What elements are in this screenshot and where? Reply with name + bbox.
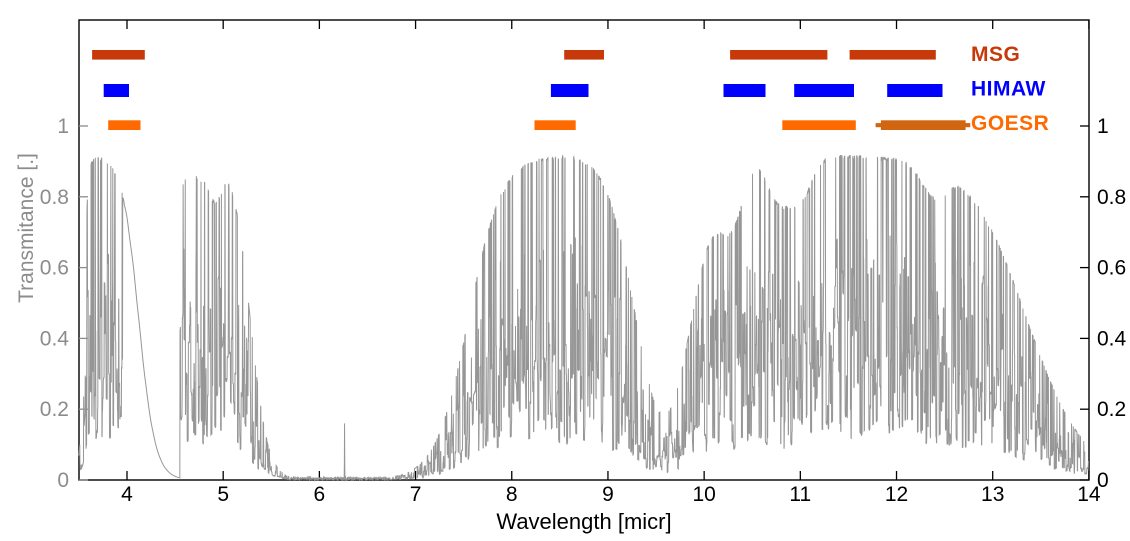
svg-text:1: 1 <box>57 115 69 138</box>
svg-text:13: 13 <box>981 483 1004 506</box>
svg-text:0.6: 0.6 <box>40 257 69 280</box>
svg-text:0.8: 0.8 <box>1097 186 1126 209</box>
svg-text:0: 0 <box>1097 469 1109 492</box>
svg-text:5: 5 <box>217 483 229 506</box>
svg-text:GOESR: GOESR <box>971 112 1049 135</box>
svg-text:8: 8 <box>506 483 518 506</box>
svg-text:10: 10 <box>692 483 715 506</box>
svg-text:7: 7 <box>410 483 422 506</box>
svg-text:MSG: MSG <box>971 43 1020 66</box>
svg-text:11: 11 <box>789 483 811 506</box>
svg-text:6: 6 <box>314 483 326 506</box>
svg-text:Wavelength [micr]: Wavelength [micr] <box>496 509 671 534</box>
svg-text:9: 9 <box>602 483 614 506</box>
svg-text:0: 0 <box>57 469 69 492</box>
svg-text:HIMAW: HIMAW <box>971 78 1046 101</box>
svg-text:0.6: 0.6 <box>1097 257 1126 280</box>
svg-text:0.2: 0.2 <box>40 398 69 421</box>
svg-text:0.8: 0.8 <box>40 186 69 209</box>
svg-text:Transmitance [.]: Transmitance [.] <box>15 153 38 303</box>
svg-text:0.4: 0.4 <box>40 327 70 350</box>
svg-text:4: 4 <box>121 483 133 506</box>
svg-text:0.4: 0.4 <box>1097 327 1127 350</box>
svg-text:1: 1 <box>1097 115 1109 138</box>
svg-text:12: 12 <box>885 483 908 506</box>
svg-text:0.2: 0.2 <box>1097 398 1126 421</box>
